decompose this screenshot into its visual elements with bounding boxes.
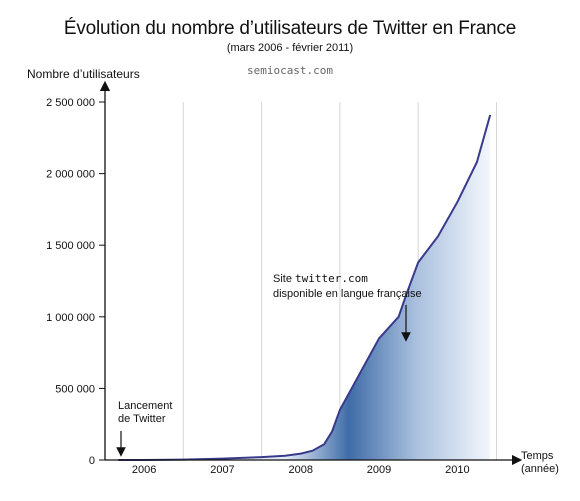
x-tick-label: 2009 — [367, 464, 391, 476]
chart-title: Évolution du nombre d’utilisateurs de Tw… — [63, 18, 517, 39]
y-tick-label: 1 000 000 — [46, 312, 95, 324]
x-axis-title: Temps — [521, 450, 554, 462]
y-tick-label: 1 500 000 — [46, 240, 95, 252]
x-tick-label: 2008 — [289, 464, 313, 476]
x-tick-labels: 2006 2007 2008 2009 2010 — [132, 464, 470, 476]
x-tick-label: 2006 — [132, 464, 156, 476]
series-area-fill — [118, 114, 491, 461]
y-tick-label: 0 — [89, 455, 95, 467]
x-axis-subtitle: (année) — [521, 463, 559, 475]
annotation-site-prefix: Site — [273, 273, 295, 285]
annotation-site-line1: Site twitter.com — [273, 272, 368, 285]
annotation-site-domain: twitter.com — [295, 272, 368, 285]
x-tick-label: 2010 — [445, 464, 469, 476]
annotation-launch-line1: Lancement — [118, 400, 172, 412]
y-tick-label: 2 000 000 — [46, 169, 95, 181]
chart-source: semiocast.com — [246, 64, 334, 77]
x-tick-label: 2007 — [210, 464, 234, 476]
chart-subtitle: (mars 2006 - février 2011) — [226, 42, 354, 54]
y-tick-label: 500 000 — [55, 383, 95, 395]
series-line — [118, 114, 492, 461]
y-tick-labels: 0 500 000 1 000 000 1 500 000 2 000 000 2 500… — [46, 97, 105, 467]
y-tick-label: 2 500 000 — [46, 97, 95, 109]
annotation-launch-line2: de Twitter — [118, 413, 166, 425]
y-axis-title: Nombre d’utilisateurs — [27, 67, 140, 81]
axes — [99, 80, 523, 466]
annotation-site-line2: disponible en langue française — [273, 288, 422, 300]
